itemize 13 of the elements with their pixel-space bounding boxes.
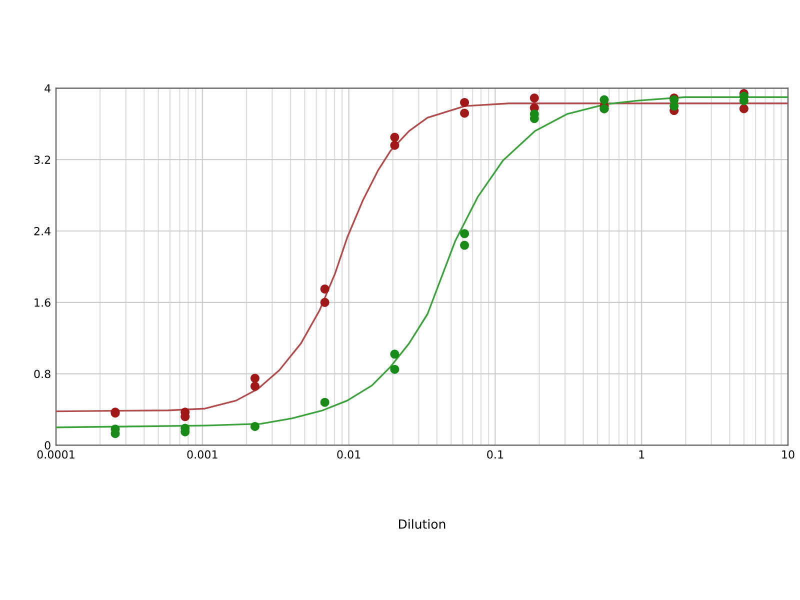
- y-tick-label: 0.8: [34, 370, 50, 378]
- x-axis-title: Dilution: [399, 519, 446, 529]
- x-tick-label: 0.1: [487, 450, 504, 459]
- y-tick-label: 1.6: [34, 298, 50, 307]
- x-tick-label: 10: [782, 450, 794, 459]
- x-tick-label: 0.001: [187, 450, 218, 459]
- x-tick-label: 1: [639, 450, 644, 459]
- y-tick-label: 4: [44, 84, 51, 92]
- x-tick-label: 0.01: [337, 450, 360, 459]
- y-tick-label: 2.4: [34, 226, 51, 236]
- y-tick-label: 3.2: [34, 156, 50, 164]
- x-tick-label: 0.0001: [37, 450, 74, 459]
- y-tick-label: 0: [44, 441, 50, 450]
